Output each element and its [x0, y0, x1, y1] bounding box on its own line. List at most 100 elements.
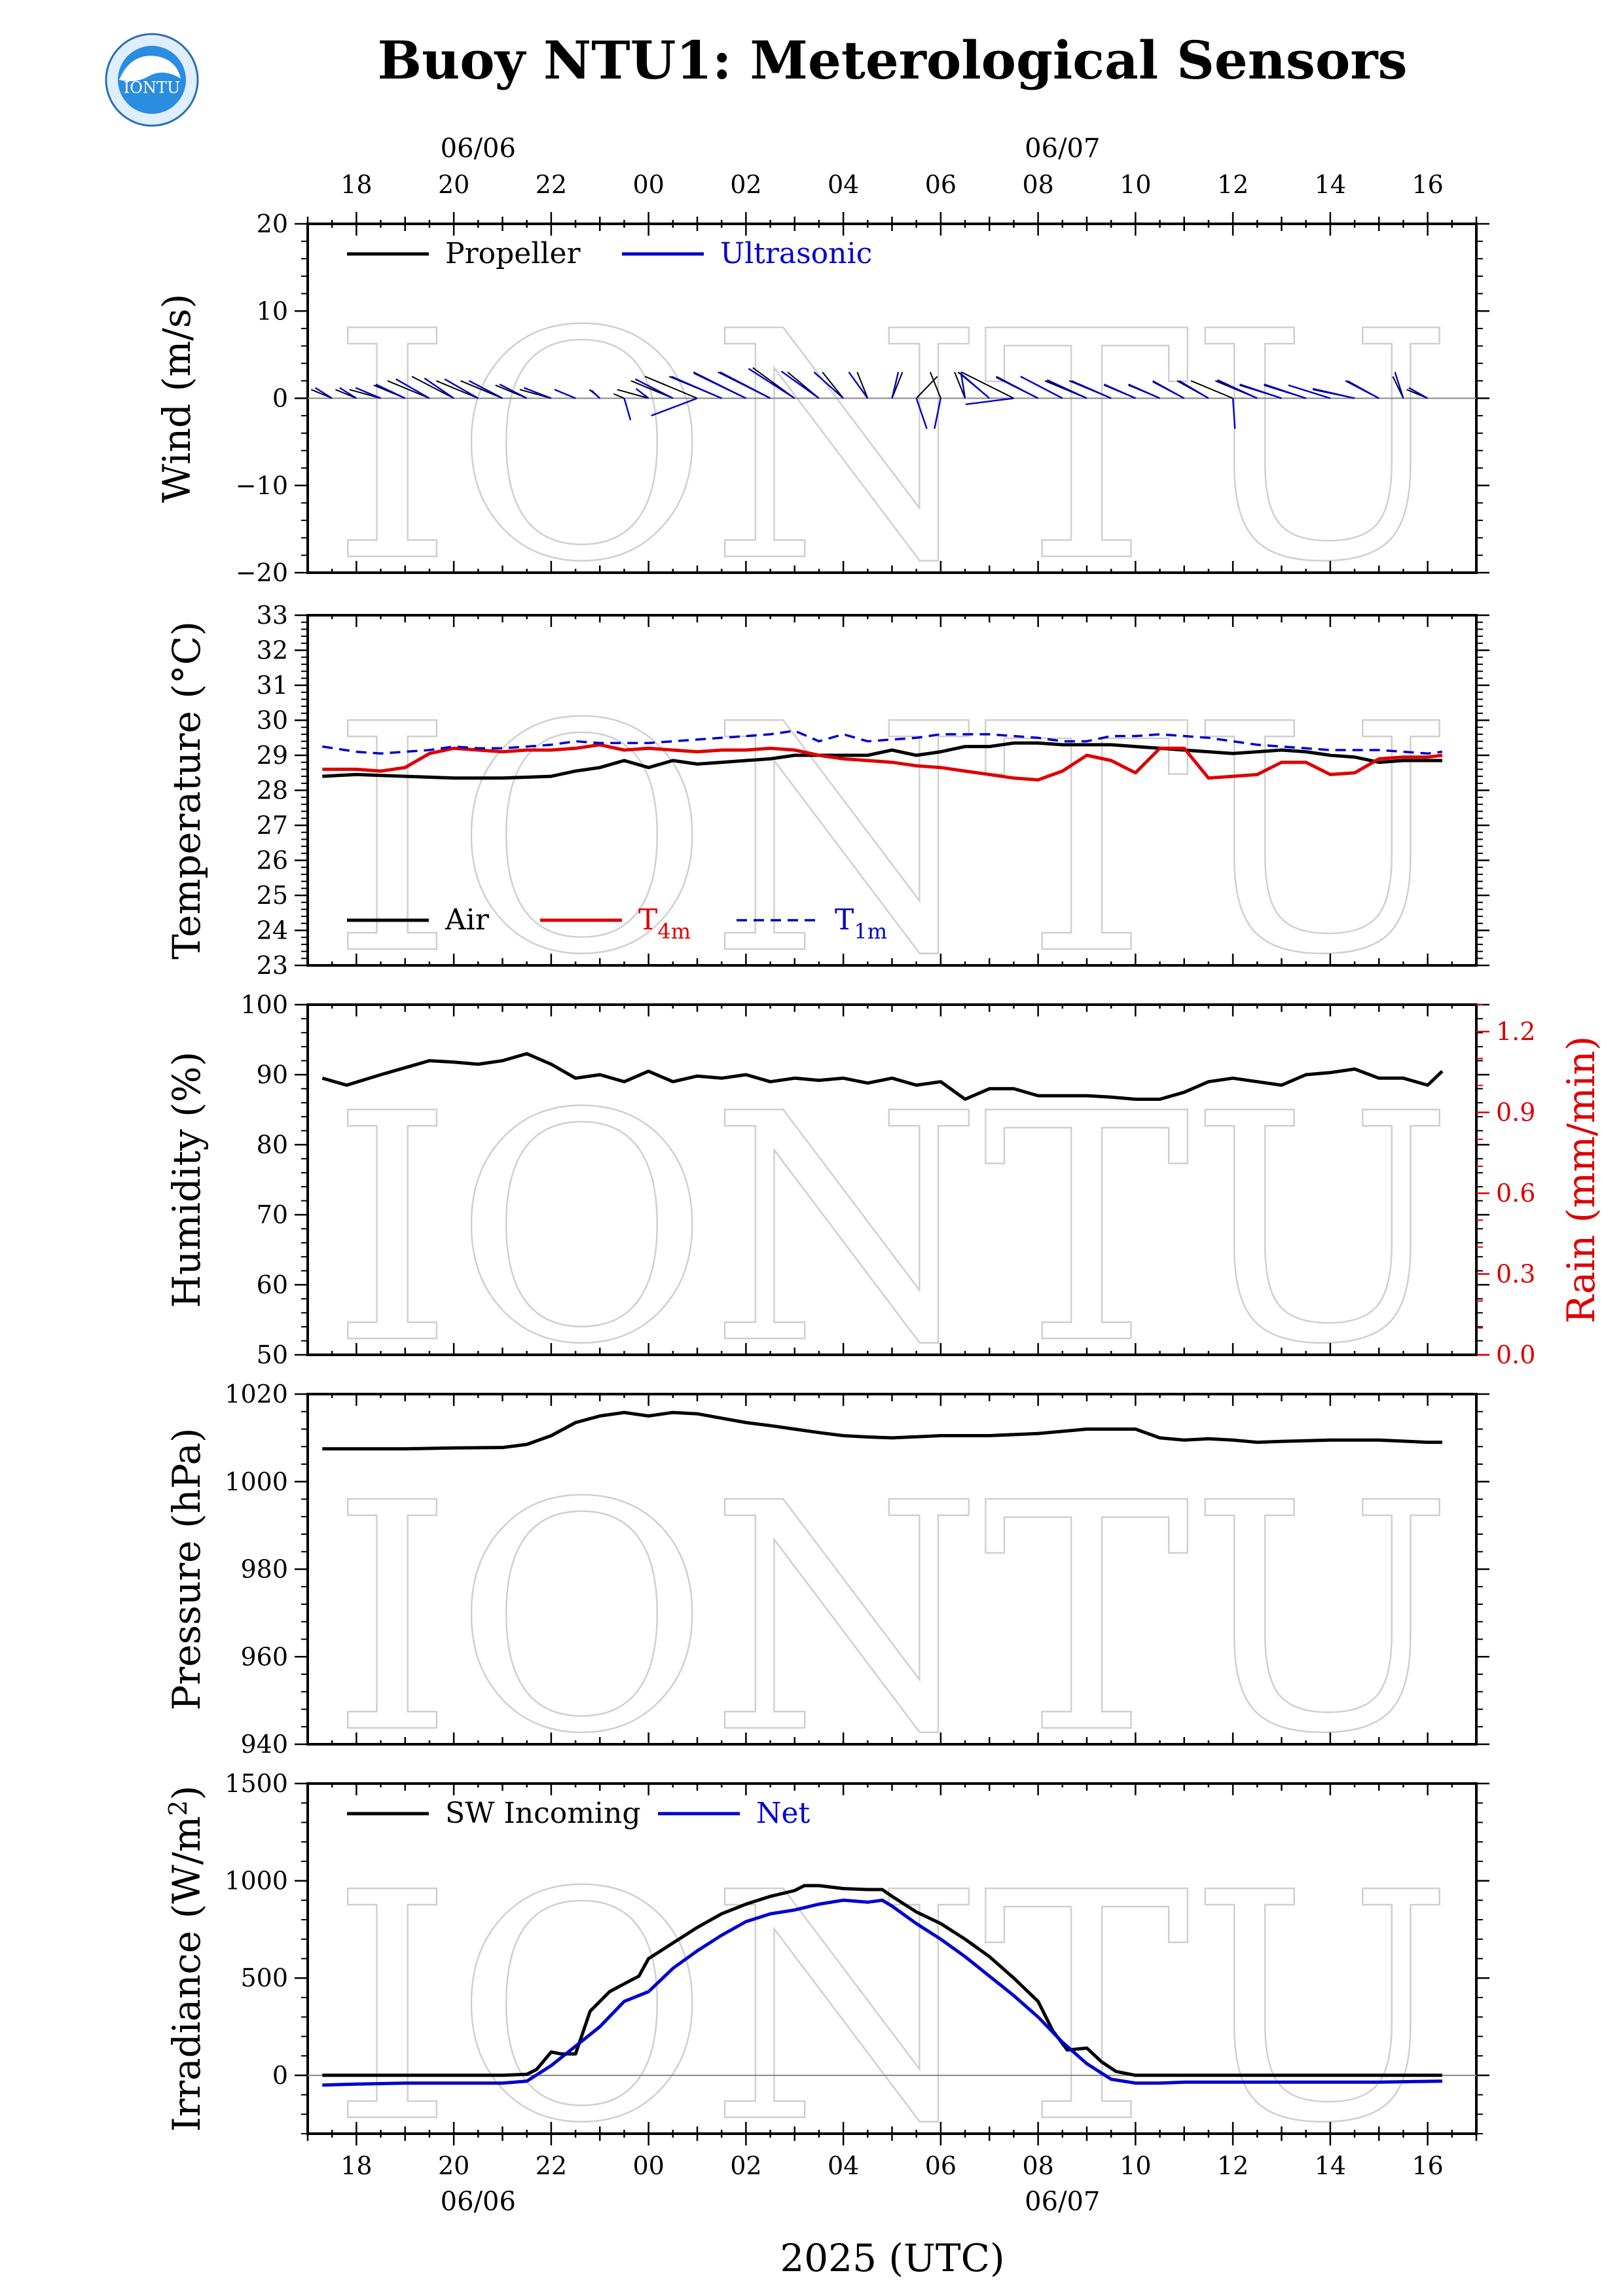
wind-stick-ultrasonic — [623, 398, 632, 421]
wind-stick-ultrasonic — [1394, 372, 1404, 399]
wind-stick-ultrasonic — [1178, 380, 1209, 399]
wind-stick-propeller — [822, 371, 844, 399]
y-tick-label: 20 — [257, 209, 288, 238]
legend-label: Net — [756, 1797, 811, 1830]
series-line-t1m — [322, 729, 1443, 755]
watermark: IONTU — [331, 1047, 1453, 1413]
wind-stick-ultrasonic — [314, 387, 333, 399]
wind-stick-ultrasonic — [1231, 398, 1236, 429]
wind-stick-ultrasonic — [468, 380, 503, 399]
top-tick-label: 04 — [828, 170, 859, 199]
legend-label: Ultrasonic — [720, 237, 872, 270]
y-tick-label: 1020 — [225, 1380, 288, 1408]
y-tick-label: 31 — [257, 671, 288, 700]
wind-stick-ultrasonic — [1345, 380, 1379, 399]
y-tick-label: 500 — [240, 1964, 288, 1992]
legend-label: T1m — [835, 903, 887, 944]
y-tick-label: 50 — [257, 1340, 288, 1369]
bottom-tick-label: 14 — [1315, 2151, 1346, 2180]
wind-stick-ultrasonic — [591, 389, 601, 399]
y-tick-label: 27 — [257, 811, 288, 840]
wind-stick-ultrasonic — [1288, 384, 1331, 399]
wind-stick-ultrasonic — [355, 387, 382, 399]
figure-title: Buoy NTU1: Meterological Sensors — [377, 29, 1407, 91]
wind-stick-propeller — [644, 376, 698, 399]
wind-stick-ultrasonic — [1408, 387, 1429, 399]
series-line-humidity — [321, 1052, 1444, 1101]
y-tick-label: 33 — [257, 601, 288, 630]
legend-label: SW Incoming — [445, 1797, 641, 1830]
wind-stick-ultrasonic — [1264, 384, 1307, 399]
wind-stick-ultrasonic — [395, 378, 430, 399]
wind-stick-ultrasonic — [965, 397, 1014, 406]
y2-tick-label: 0.6 — [1496, 1179, 1535, 1208]
panel-4: IONTU 940 960 980 1000 1020 Pressure (hPa) — [164, 1380, 1489, 1803]
y2-tick-label: 0.0 — [1496, 1340, 1535, 1369]
y-tick-label: −10 — [236, 471, 288, 500]
wind-stick-ultrasonic — [554, 389, 576, 399]
wind-stick-propeller — [929, 372, 941, 399]
y-tick-label: 1500 — [225, 1769, 288, 1798]
wind-stick-ultrasonic — [915, 398, 928, 429]
wind-stick-ultrasonic — [339, 387, 357, 399]
wind-stick-ultrasonic — [651, 397, 698, 417]
y-tick-label: 0 — [272, 2061, 288, 2090]
wind-stick-ultrasonic — [375, 384, 406, 399]
legend: Propeller Ultrasonic — [347, 237, 872, 270]
legend-label: T4m — [638, 903, 691, 944]
wind-stick-ultrasonic — [693, 372, 746, 399]
wind-stick-ultrasonic — [1128, 384, 1161, 399]
y-axis-label: Humidity (%) — [164, 1051, 209, 1308]
top-tick-label: 12 — [1217, 170, 1249, 199]
wind-stick-ultrasonic — [424, 377, 454, 399]
wind-stick-ultrasonic — [634, 378, 674, 399]
top-date-label: 06/06 — [441, 134, 516, 164]
panel-3: IONTU 50 60 70 80 90 100 Humidity (%) 0.0 0.3 0.6 0… — [164, 990, 1603, 1414]
wind-stick-propeller — [954, 372, 966, 399]
bottom-tick-label: 22 — [536, 2151, 567, 2180]
y2-tick-label: 0.9 — [1496, 1098, 1535, 1127]
wind-stick-ultrasonic — [1070, 380, 1112, 399]
top-tick-label: 18 — [340, 170, 372, 199]
wind-stick-ultrasonic — [813, 371, 844, 399]
y-tick-label: 25 — [257, 881, 288, 910]
y-tick-label: 26 — [257, 846, 288, 875]
wind-stick-ultrasonic — [523, 387, 552, 399]
bottom-tick-label: 20 — [438, 2151, 469, 2180]
iontu-logo: IONTU — [105, 33, 199, 127]
series-line-sw-incoming — [322, 1884, 1442, 2077]
bottom-tick-label: 10 — [1120, 2151, 1151, 2180]
y-axis-label: Irradiance (W/m2) — [164, 1785, 209, 2132]
bottom-date-label: 06/06 — [441, 2187, 516, 2217]
wind-stick-ultrasonic — [996, 376, 1039, 399]
y2-axis-label: Rain (mm/min) — [1559, 1036, 1603, 1324]
wind-stick-ultrasonic — [670, 376, 722, 399]
bottom-date-label: 06/07 — [1025, 2187, 1100, 2217]
legend-label: Air — [445, 903, 490, 937]
wind-stick-ultrasonic — [1103, 384, 1136, 399]
series-line-air — [322, 741, 1442, 780]
wind-stick-ultrasonic — [1239, 384, 1282, 399]
top-tick-label: 08 — [1022, 170, 1053, 199]
legend: SW Incoming Net — [347, 1797, 811, 1830]
y-tick-label: 100 — [240, 990, 288, 1019]
wind-stick-propeller — [411, 376, 454, 399]
y-tick-label: 980 — [240, 1555, 288, 1584]
wind-stick-propeller — [1190, 380, 1233, 399]
y-tick-label: 90 — [257, 1060, 288, 1089]
bottom-tick-label: 00 — [632, 2151, 664, 2180]
y-tick-label: 70 — [257, 1200, 288, 1229]
y-axis-label: Wind (m/s) — [155, 294, 199, 503]
x-axis-label: 2025 (UTC) — [780, 2236, 1004, 2280]
y-axis-label: Pressure (hPa) — [164, 1427, 209, 1710]
y-tick-label: −20 — [236, 558, 288, 587]
top-tick-label: 14 — [1315, 170, 1346, 199]
wind-stick-ultrasonic — [1152, 381, 1185, 399]
y-tick-label: 29 — [257, 741, 288, 770]
y-tick-label: 1000 — [225, 1467, 288, 1496]
panel-1: IONTU −20 −10 0 10 20 Wind (m/s) Propeller Ultra… — [155, 209, 1489, 632]
wind-stick-ultrasonic — [934, 398, 942, 429]
series-line-net — [322, 1898, 1442, 2087]
